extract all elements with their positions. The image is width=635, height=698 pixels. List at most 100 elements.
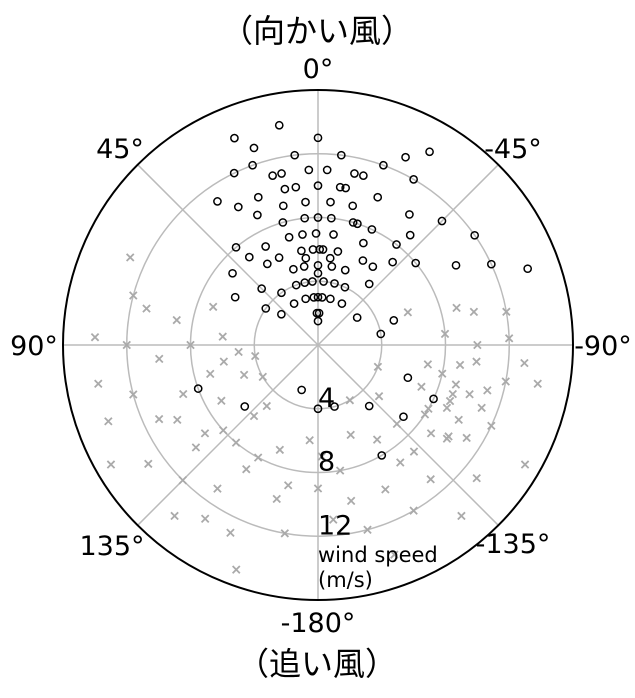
circle-point-30: [313, 292, 323, 302]
circle-point-47: [330, 279, 339, 288]
x-point-3: [129, 390, 138, 399]
circle-point-28: [299, 262, 309, 271]
x-point-67: [283, 481, 293, 490]
angle-label-2: 90°: [10, 331, 58, 362]
circle-point-89: [244, 252, 254, 262]
circle-point-24: [405, 210, 414, 219]
circle-point-16: [318, 245, 328, 254]
x-point-81: [219, 426, 228, 435]
circle-point-5: [301, 197, 310, 207]
x-point-41: [218, 332, 227, 341]
circle-point-61: [429, 394, 438, 404]
circle-point-109: [337, 299, 347, 308]
x-point-53: [520, 460, 530, 469]
circle-point-105: [325, 253, 335, 263]
circle-point-102: [352, 313, 362, 322]
angle-tick-labels: 0° 45° 90° 135° -180° -135° -90° -45°: [10, 54, 632, 639]
circle-point-68: [313, 404, 323, 414]
circle-point-83: [311, 229, 321, 238]
circle-point-40: [231, 242, 241, 252]
circle-point-72: [257, 284, 267, 294]
x-point-66: [253, 453, 263, 462]
polar-frame: [62, 89, 574, 601]
circle-point-55: [411, 258, 421, 268]
circle-point-19: [284, 232, 294, 242]
circle-point-87: [274, 253, 284, 262]
circle-point-3: [230, 133, 239, 143]
radial-axis-label-line2: (m/s): [318, 568, 373, 592]
circle-point-8: [341, 183, 351, 193]
circle-point-82: [326, 213, 336, 223]
circle-point-58: [230, 292, 240, 302]
circle-point-70: [389, 316, 399, 325]
circle-point-101: [277, 309, 286, 319]
x-point-57: [262, 401, 272, 411]
x-point-43: [129, 291, 138, 300]
x-point-72: [462, 433, 471, 443]
circle-point-66: [297, 385, 306, 395]
radial-axis-label-line1: wind speed: [318, 543, 438, 567]
circle-point-38: [470, 230, 480, 240]
x-point-21: [363, 525, 372, 534]
x-point-59: [374, 391, 384, 401]
circle-point-9: [359, 171, 368, 181]
circle-point-73: [261, 304, 271, 313]
circle-point-2: [268, 171, 277, 181]
circle-point-22: [367, 225, 377, 234]
x-point-83: [426, 429, 436, 438]
circle-point-77: [253, 192, 263, 202]
x-point-88: [420, 410, 430, 419]
x-point-6: [217, 396, 226, 406]
circle-point-96: [425, 147, 434, 157]
circle-point-12: [409, 175, 418, 184]
x-point-61: [122, 340, 131, 350]
circle-point-27: [319, 277, 328, 286]
x-point-19: [329, 515, 338, 524]
grid-spoke-3: [137, 344, 319, 526]
x-point-75: [504, 334, 514, 343]
circle-point-79: [278, 201, 288, 211]
circle-point-65: [240, 402, 250, 411]
circle-point-34: [314, 308, 324, 318]
circle-point-94: [350, 169, 359, 178]
x-point-93: [477, 403, 486, 413]
x-point-78: [90, 332, 100, 342]
x-point-9: [178, 475, 188, 485]
circle-point-50: [322, 165, 332, 175]
circle-point-32: [317, 293, 327, 302]
x-point-26: [426, 475, 435, 484]
x-point-40: [403, 308, 413, 317]
circle-point-67: [330, 402, 339, 411]
x-point-42: [172, 315, 181, 325]
x-point-14: [275, 445, 285, 455]
circle-point-43: [358, 256, 368, 265]
x-point-89: [451, 380, 461, 389]
x-point-23: [381, 485, 390, 494]
x-point-62: [206, 369, 215, 379]
circle-point-99: [277, 288, 286, 298]
x-point-92: [472, 357, 481, 366]
circle-point-36: [405, 230, 415, 240]
x-point-13: [226, 528, 235, 538]
x-point-38: [502, 307, 511, 317]
x-point-11: [213, 484, 222, 493]
x-point-87: [445, 396, 455, 406]
x-point-86: [437, 369, 447, 378]
radial-tick-labels: 4 8 12: [318, 383, 352, 542]
circle-point-84: [315, 245, 325, 254]
angle-label-5: -135°: [476, 529, 551, 560]
x-point-85: [465, 390, 474, 399]
circle-point-20: [353, 219, 362, 229]
angle-label-7: -45°: [484, 134, 542, 165]
x-point-50: [231, 565, 241, 574]
outer-circle: [62, 89, 574, 601]
x-point-8: [191, 443, 201, 452]
x-point-45: [125, 253, 135, 262]
x-point-0: [186, 340, 195, 350]
x-point-71: [409, 447, 419, 456]
circle-point-31: [309, 293, 319, 302]
x-point-10: [231, 438, 241, 447]
x-point-91: [442, 434, 452, 443]
polar-grid: [63, 90, 573, 600]
circle-point-17: [297, 246, 306, 256]
